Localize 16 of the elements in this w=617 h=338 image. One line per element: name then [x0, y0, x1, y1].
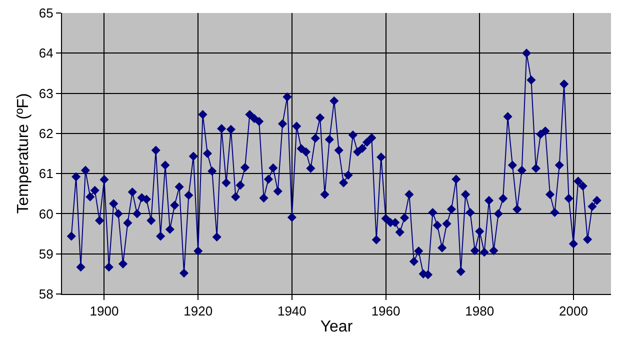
y-axis-title: Temperature (ºF): [14, 93, 32, 214]
y-tick-label: 65: [38, 6, 54, 21]
y-tick-label: 60: [38, 206, 54, 222]
y-tick-label: 59: [38, 246, 54, 262]
y-tick-label: 62: [38, 126, 54, 141]
y-tick-label: 58: [38, 286, 54, 302]
x-tick-label: 2000: [559, 304, 588, 319]
y-tick-label: 64: [38, 46, 54, 61]
y-tick-label: 63: [38, 86, 54, 101]
x-tick-label: 1940: [277, 304, 306, 319]
x-tick-label: 1980: [465, 304, 494, 319]
y-tick-label: 61: [38, 166, 54, 182]
x-tick-label: 1960: [371, 304, 400, 319]
x-axis-title: Year: [320, 318, 354, 336]
x-tick-label: 1900: [90, 304, 119, 319]
x-tick-label: 1920: [184, 304, 213, 319]
